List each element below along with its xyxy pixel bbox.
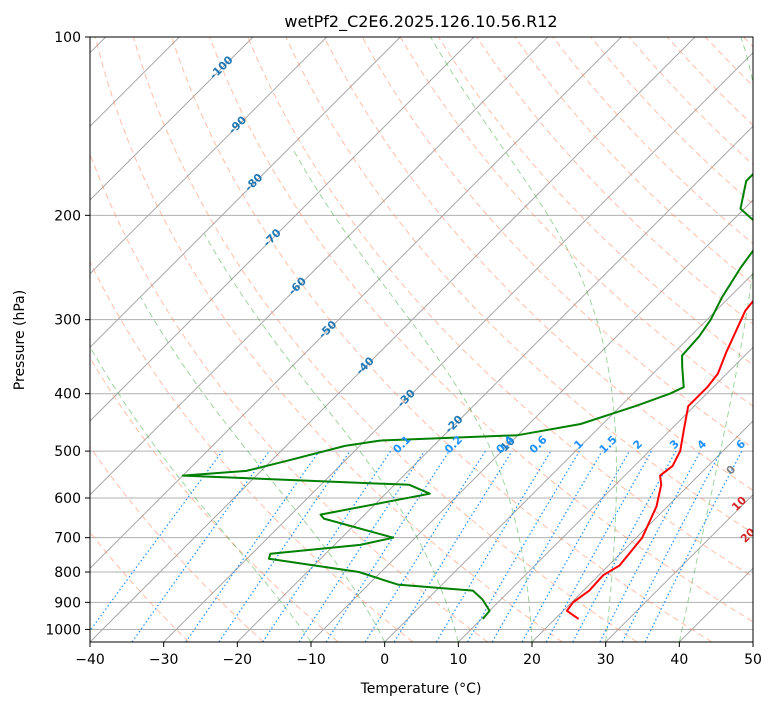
y-tick-label: 600 <box>54 491 81 507</box>
y-tick-label: 400 <box>54 387 81 403</box>
x-tick-label: 30 <box>597 652 615 668</box>
mixing-ratio-line <box>572 450 677 642</box>
dry-adiabat <box>90 446 264 642</box>
x-tick-label: −10 <box>296 652 326 668</box>
isotherm-line <box>236 125 753 642</box>
isotherm-line <box>163 51 753 642</box>
isotherm-line <box>90 37 475 422</box>
moist-adiabat <box>430 37 617 642</box>
y-axis-label: Pressure (hPa) <box>12 290 28 390</box>
adiabat-label: 30 <box>751 557 771 577</box>
y-tick-label: 900 <box>54 595 81 611</box>
dry-adiabat <box>209 37 753 623</box>
mixing-ratio-line <box>644 450 743 642</box>
mixing-ratio-line <box>393 450 513 642</box>
dry-adiabat <box>171 37 712 642</box>
isotherm-line <box>90 37 254 201</box>
axis-layer: −40 −30 −20 −10 0 10 20 30 40 50 100 200 300 400 500 60… <box>45 30 762 668</box>
chart-title: wetPf2_C2E6.2025.126.10.56.R12 <box>284 12 557 32</box>
mixing-ratio-line <box>90 450 223 632</box>
moist-adiabat <box>678 37 753 642</box>
mixing-ratio-line <box>218 450 351 642</box>
moist-adiabat <box>292 149 533 642</box>
background-lines <box>90 37 753 642</box>
dry-adiabat <box>323 37 753 491</box>
y-tick-label: 100 <box>54 30 81 46</box>
grid-layer <box>90 37 753 642</box>
mixing-ratio-line <box>262 450 392 642</box>
isotherm-line <box>90 37 401 349</box>
moist-adiabat <box>90 347 312 642</box>
x-tick-label: 40 <box>670 652 688 668</box>
dry-adiabat <box>247 37 753 578</box>
mixing-ratio-line <box>545 450 653 642</box>
x-tick-label: −30 <box>149 652 179 668</box>
isotherm-line <box>531 420 753 642</box>
y-tick-label: 300 <box>54 313 81 329</box>
isotherm-line <box>457 346 753 642</box>
moist-adiabat <box>203 233 459 642</box>
mixing-ratio-line <box>325 450 450 642</box>
isotherm-line <box>90 37 328 275</box>
y-tick-label: 800 <box>54 565 81 581</box>
isotherm-line <box>90 37 622 570</box>
moist-adiabat <box>140 297 386 642</box>
temperature-profile <box>565 299 753 620</box>
dry-adiabat <box>90 356 339 642</box>
x-tick-label: 50 <box>744 652 762 668</box>
mixing-ratio-line <box>521 450 631 642</box>
isotherm-line <box>90 37 696 642</box>
plot-frame <box>89 36 754 643</box>
isotherm-line <box>605 493 753 642</box>
y-tick-label: 700 <box>54 531 81 547</box>
dry-adiabat <box>94 37 563 642</box>
y-tick-label: 200 <box>54 208 81 224</box>
isotherm-line <box>384 272 753 642</box>
dewpoint-profile <box>181 172 753 620</box>
series-layer <box>181 172 753 620</box>
dry-adiabat <box>476 37 753 325</box>
x-tick-label: −20 <box>223 652 253 668</box>
y-tick-label: 500 <box>54 444 81 460</box>
dry-adiabat <box>285 37 753 535</box>
mixing-ratio-line <box>298 450 425 642</box>
isotherm-line <box>90 37 549 496</box>
x-tick-label: 20 <box>523 652 541 668</box>
dry-adiabat <box>514 37 753 285</box>
y-tick-label: 1000 <box>45 622 81 638</box>
x-axis-label: Temperature (°C) <box>360 681 482 697</box>
x-tick-label: 0 <box>380 652 389 668</box>
x-tick-label: −40 <box>75 652 105 668</box>
mixing-ratio-line <box>185 450 320 642</box>
mixing-ratio-line <box>131 450 270 642</box>
x-tick-label: 10 <box>449 652 467 668</box>
dry-adiabat <box>90 260 414 642</box>
